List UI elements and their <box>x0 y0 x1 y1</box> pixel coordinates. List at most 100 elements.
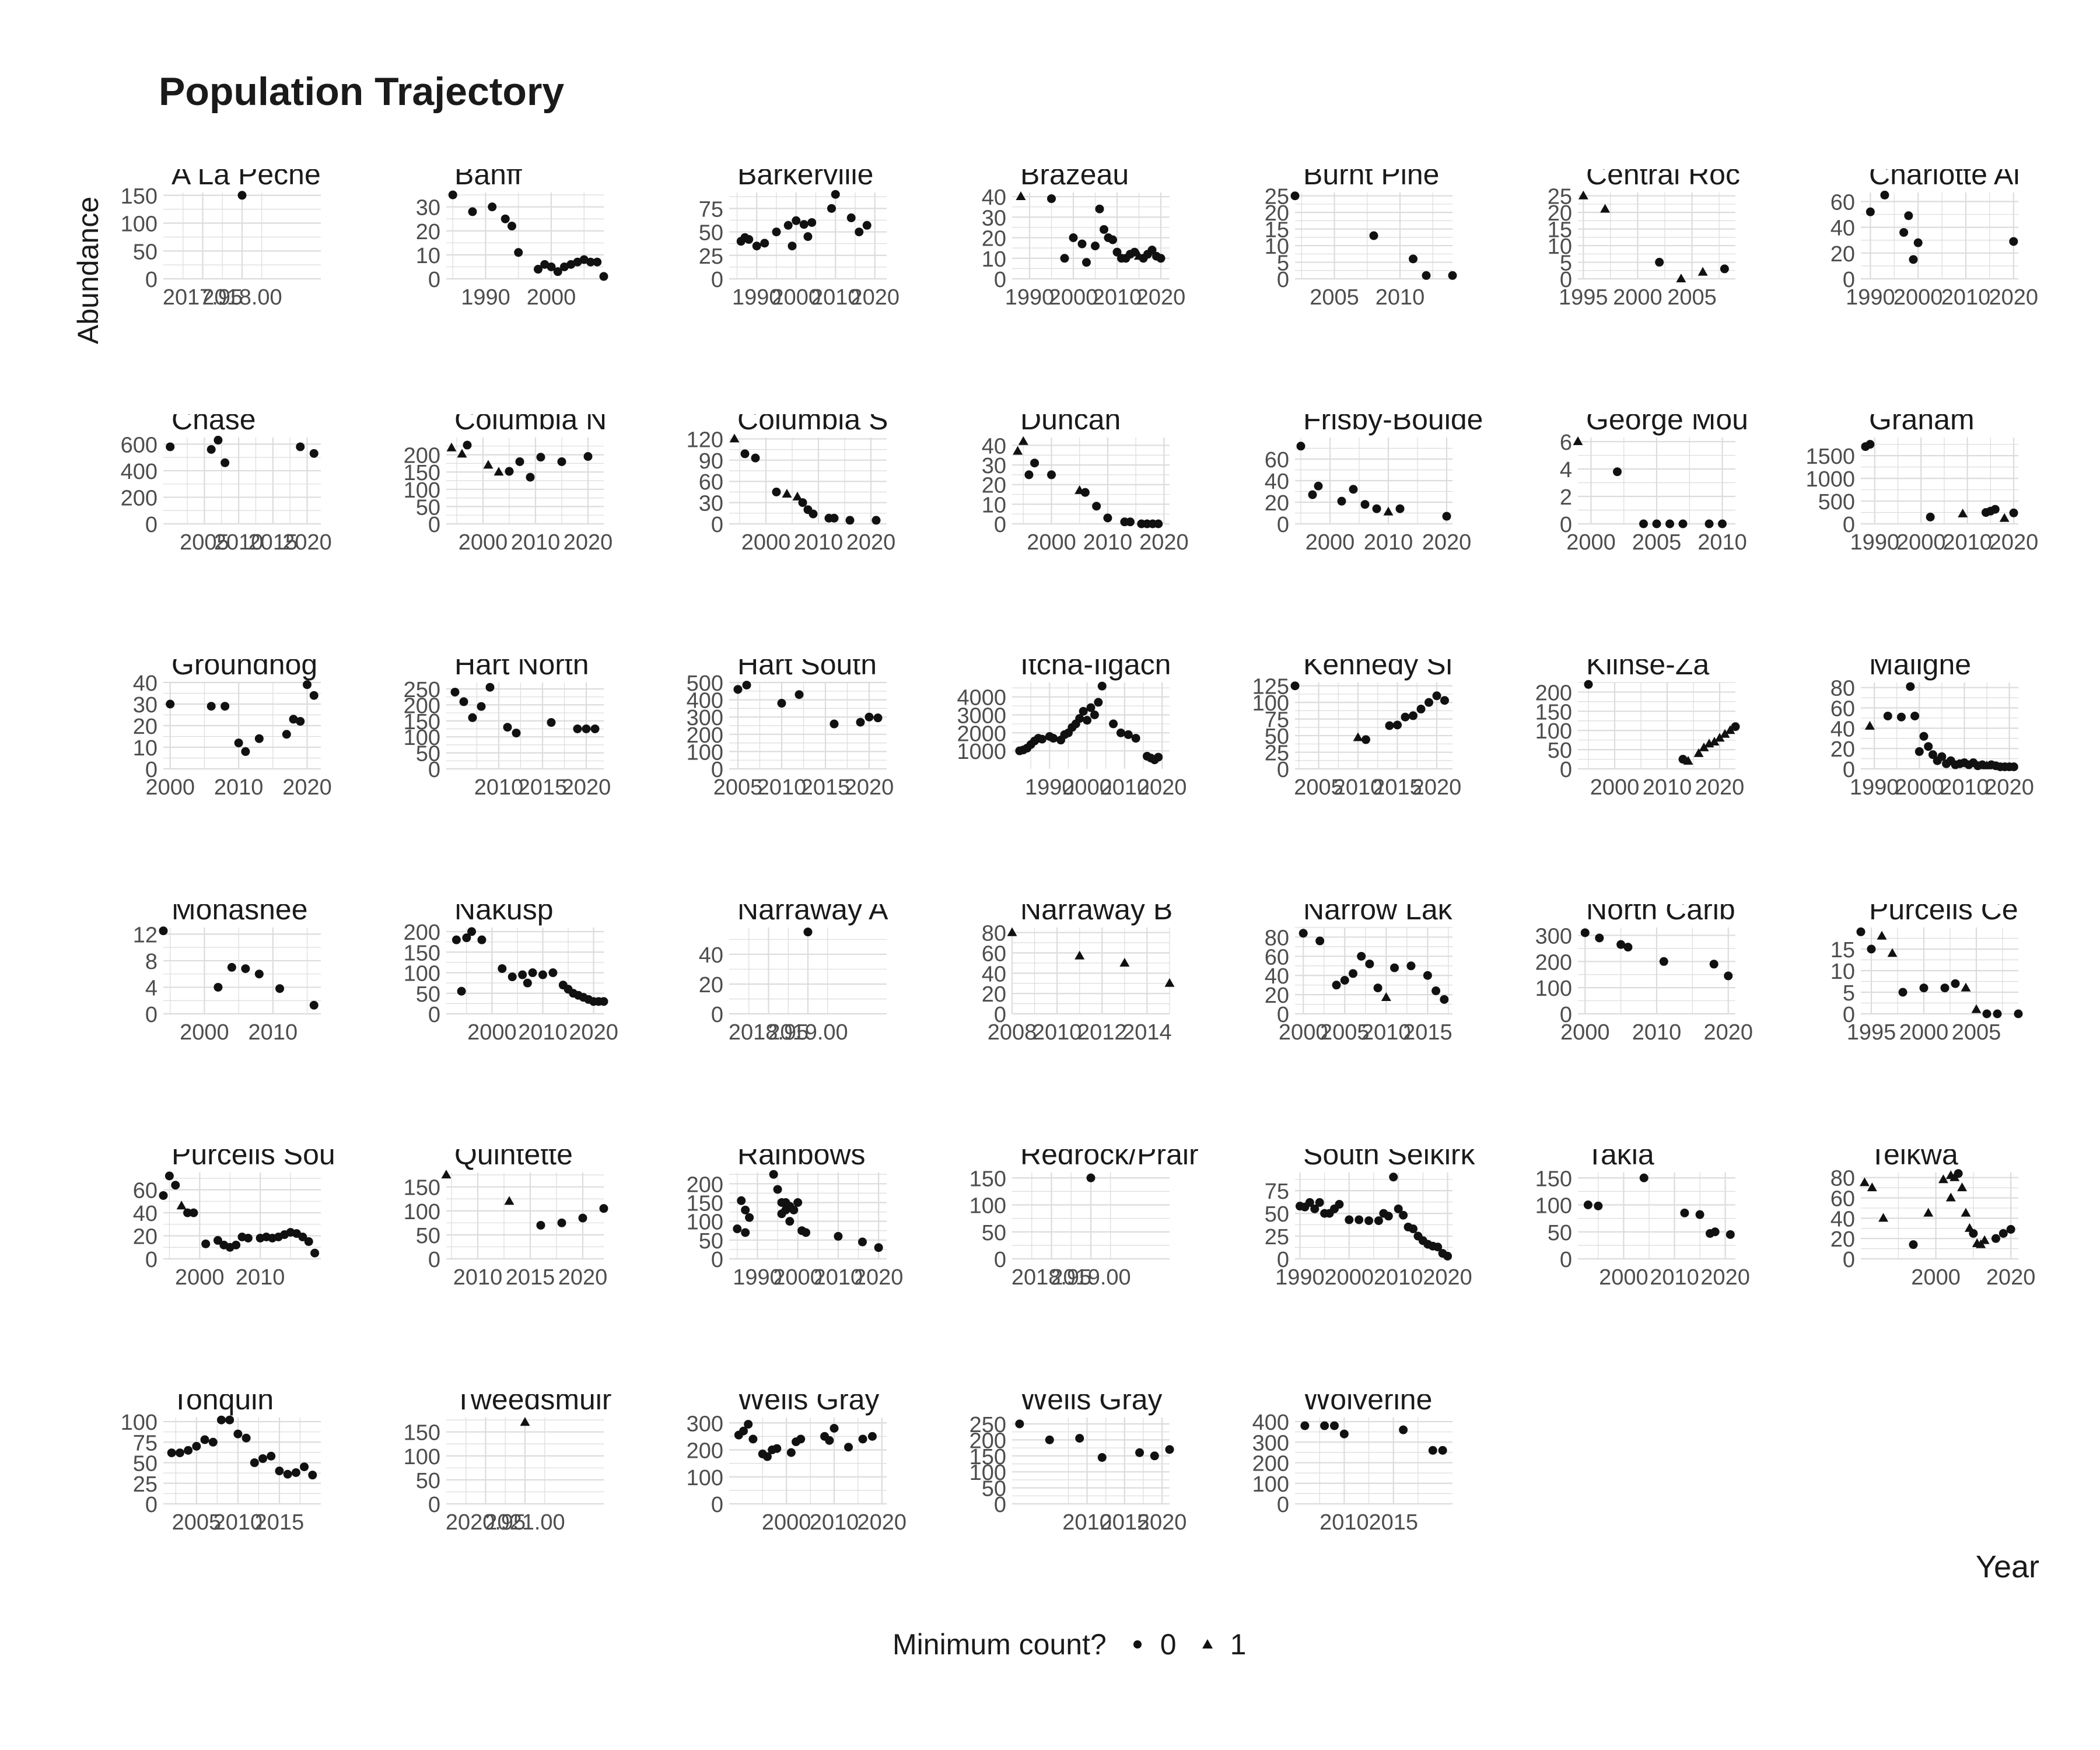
data-point-circle <box>1315 1198 1324 1207</box>
data-point-circle <box>1135 1448 1144 1457</box>
x-tick-label: 2020 <box>1703 1020 1753 1045</box>
data-point-circle <box>1399 1425 1408 1434</box>
y-tick-label: 100 <box>404 726 440 750</box>
data-point-circle <box>267 1451 276 1461</box>
x-tick-label: 2005 <box>713 775 763 800</box>
data-point-circle <box>1086 703 1096 712</box>
data-point-triangle <box>792 491 803 501</box>
data-point-circle <box>557 457 566 466</box>
data-point-circle <box>526 473 535 482</box>
x-tick-label: 2000 <box>1599 1265 1648 1290</box>
data-point-circle <box>1866 207 1875 216</box>
y-tick-label: 10 <box>133 736 158 761</box>
data-point-circle <box>794 690 804 699</box>
data-point-circle <box>250 1458 259 1468</box>
data-point-triangle <box>1945 1192 1956 1202</box>
data-point-circle <box>463 440 472 450</box>
data-point-circle <box>1156 254 1166 263</box>
data-point-circle <box>1092 502 1101 511</box>
x-tick-label: 2020 <box>1989 285 2039 310</box>
data-point-circle <box>741 1205 750 1214</box>
data-point-circle <box>762 1452 772 1461</box>
x-tick-label: 2000 <box>175 1265 225 1290</box>
y-tick-label: 200 <box>687 723 723 748</box>
data-point-circle <box>538 970 547 979</box>
data-point-circle <box>304 1237 313 1246</box>
y-tick-label: 1000 <box>1805 467 1855 492</box>
data-point-circle <box>206 702 216 711</box>
data-point-circle <box>1345 1215 1354 1224</box>
x-tick-label: 2005 <box>1294 775 1343 800</box>
data-point-circle <box>468 207 477 216</box>
data-point-circle <box>873 713 883 723</box>
y-tick-label: 200 <box>970 1429 1006 1453</box>
y-tick-label: 40 <box>982 434 1006 459</box>
x-tick-label: 2010 <box>214 1510 263 1535</box>
data-point-circle <box>468 713 477 722</box>
data-point-circle <box>733 1224 742 1234</box>
data-point-triangle <box>1923 1208 1934 1217</box>
y-tick-label: 60 <box>1265 448 1289 473</box>
data-point-circle <box>874 1243 883 1252</box>
x-tick-label: 2020 <box>858 1510 907 1535</box>
data-point-circle <box>485 682 495 692</box>
x-tick-label: 2010 <box>1698 530 1747 555</box>
y-tick-label: 0 <box>145 1248 158 1272</box>
y-tick-label: 100 <box>1535 719 1572 744</box>
data-point-circle <box>739 1426 748 1436</box>
x-tick-label: 2010 <box>794 530 844 555</box>
circle-marker-icon <box>1133 1640 1142 1648</box>
panel-title: Kennedy Si <box>1303 648 1452 681</box>
x-tick-label: 2019.00 <box>1051 1265 1130 1290</box>
y-tick-label: 125 <box>1252 675 1289 699</box>
y-tick-label: 0 <box>1277 513 1289 537</box>
y-tick-label: 200 <box>1535 681 1572 705</box>
data-point-circle <box>1940 984 1950 993</box>
x-tick-label: 2020 <box>562 775 611 800</box>
y-tick-label: 100 <box>404 478 440 503</box>
data-point-circle <box>783 220 793 230</box>
data-point-circle <box>1915 747 1924 756</box>
x-tick-label: 2010 <box>1362 1020 1411 1045</box>
y-tick-label: 0 <box>1277 268 1289 292</box>
data-point-circle <box>1969 1228 1978 1238</box>
data-point-triangle <box>1887 948 1898 957</box>
data-point-circle <box>233 1429 243 1438</box>
y-tick-label: 50 <box>982 1477 1006 1502</box>
data-point-circle <box>845 516 855 525</box>
data-point-circle <box>232 1240 241 1250</box>
y-tick-label: 0 <box>1277 758 1289 782</box>
x-tick-label: 1990 <box>1275 1265 1325 1290</box>
data-point-circle <box>1047 194 1056 204</box>
data-point-circle <box>846 213 856 222</box>
data-point-circle <box>573 724 582 733</box>
data-point-circle <box>1037 734 1046 744</box>
x-tick-label: 2000 <box>741 530 791 555</box>
data-point-circle <box>242 1433 251 1443</box>
data-point-circle <box>1090 710 1099 719</box>
x-tick-label: 2010 <box>1643 775 1692 800</box>
y-tick-label: 150 <box>1535 700 1572 724</box>
data-point-circle <box>858 1237 867 1247</box>
data-point-circle <box>1951 979 1960 988</box>
data-point-circle <box>1362 735 1370 744</box>
y-tick-label: 300 <box>687 1412 723 1436</box>
data-point-circle <box>855 228 864 237</box>
data-point-circle <box>518 970 527 979</box>
data-point-circle <box>1867 944 1876 954</box>
y-tick-label: 40 <box>1831 1207 1855 1231</box>
data-point-circle <box>772 487 781 496</box>
x-tick-label: 2010 <box>1334 775 1383 800</box>
data-point-circle <box>1165 1445 1174 1454</box>
data-point-circle <box>547 262 556 271</box>
data-point-circle <box>503 723 512 732</box>
y-tick-label: 20 <box>133 715 158 739</box>
x-tick-label: 2020 <box>558 1265 608 1290</box>
y-tick-label: 100 <box>121 212 158 237</box>
x-tick-label: 2010 <box>811 285 860 310</box>
y-tick-label: 0 <box>1277 1493 1289 1517</box>
x-tick-label: 2000 <box>762 1510 811 1535</box>
data-point-circle <box>289 715 298 724</box>
y-tick-label: 0 <box>994 1493 1006 1517</box>
